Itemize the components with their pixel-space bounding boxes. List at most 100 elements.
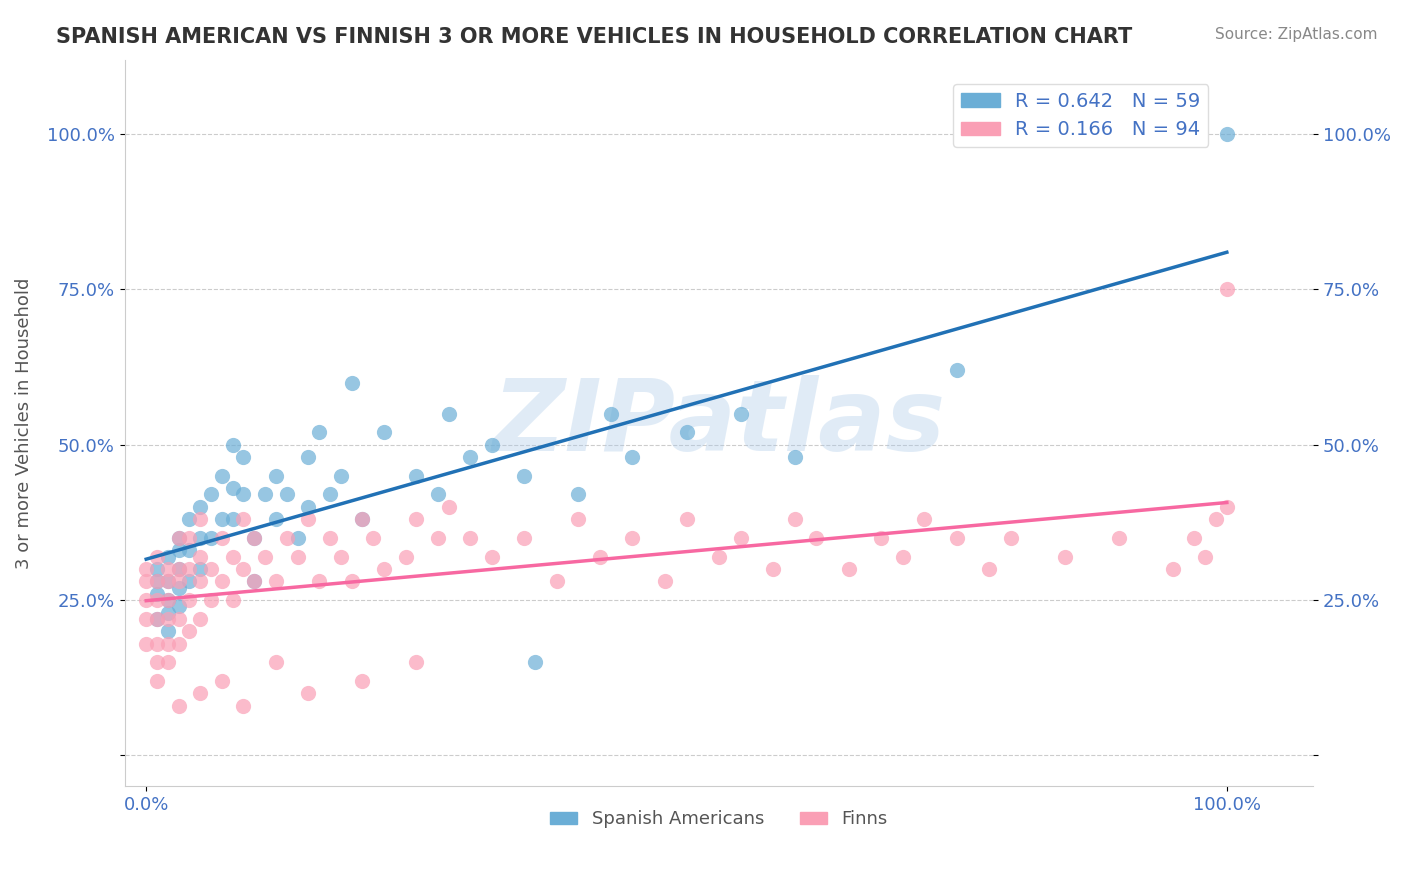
Point — [200, 593, 222, 607]
Point — [405, 468, 427, 483]
Point — [567, 487, 589, 501]
Point — [264, 574, 287, 589]
Point — [654, 574, 676, 589]
Point — [589, 549, 612, 564]
Point — [146, 593, 169, 607]
Point — [621, 531, 644, 545]
Point — [427, 531, 450, 545]
Point — [167, 531, 190, 545]
Point — [179, 574, 201, 589]
Point — [513, 468, 536, 483]
Point — [264, 512, 287, 526]
Point — [243, 574, 266, 589]
Point — [437, 500, 460, 514]
Point — [287, 549, 309, 564]
Point — [599, 407, 621, 421]
Point — [156, 655, 179, 669]
Point — [945, 363, 967, 377]
Point — [156, 637, 179, 651]
Point — [221, 481, 243, 495]
Point — [167, 574, 190, 589]
Point — [179, 624, 201, 639]
Text: ZIPatlas: ZIPatlas — [492, 375, 945, 472]
Point — [188, 686, 211, 700]
Point — [352, 673, 374, 688]
Point — [405, 512, 427, 526]
Point — [179, 512, 201, 526]
Point — [297, 500, 319, 514]
Point — [340, 376, 363, 390]
Point — [675, 425, 697, 440]
Point — [783, 512, 806, 526]
Point — [146, 574, 169, 589]
Point — [156, 593, 179, 607]
Point — [329, 549, 352, 564]
Point — [1194, 549, 1216, 564]
Point — [891, 549, 914, 564]
Point — [1161, 562, 1184, 576]
Point — [146, 637, 169, 651]
Point — [427, 487, 450, 501]
Point — [167, 599, 190, 614]
Point — [200, 531, 222, 545]
Point — [135, 574, 157, 589]
Point — [179, 531, 201, 545]
Point — [167, 531, 190, 545]
Point — [977, 562, 1000, 576]
Point — [806, 531, 828, 545]
Point — [308, 425, 330, 440]
Point — [340, 574, 363, 589]
Point — [308, 574, 330, 589]
Point — [1184, 531, 1206, 545]
Point — [394, 549, 416, 564]
Point — [707, 549, 730, 564]
Point — [319, 487, 342, 501]
Point — [211, 673, 233, 688]
Point — [912, 512, 935, 526]
Point — [460, 450, 482, 465]
Point — [167, 562, 190, 576]
Point — [373, 425, 395, 440]
Point — [546, 574, 568, 589]
Point — [243, 574, 266, 589]
Point — [730, 407, 752, 421]
Point — [179, 543, 201, 558]
Point — [188, 574, 211, 589]
Point — [179, 562, 201, 576]
Point — [838, 562, 860, 576]
Point — [675, 512, 697, 526]
Point — [287, 531, 309, 545]
Point — [1205, 512, 1227, 526]
Point — [783, 450, 806, 465]
Point — [870, 531, 893, 545]
Point — [319, 531, 342, 545]
Point — [405, 655, 427, 669]
Point — [352, 512, 374, 526]
Point — [1000, 531, 1022, 545]
Point — [146, 673, 169, 688]
Y-axis label: 3 or more Vehicles in Household: 3 or more Vehicles in Household — [15, 277, 32, 569]
Point — [146, 612, 169, 626]
Point — [156, 562, 179, 576]
Point — [200, 487, 222, 501]
Point — [762, 562, 785, 576]
Point — [361, 531, 384, 545]
Point — [1053, 549, 1076, 564]
Point — [188, 531, 211, 545]
Point — [188, 512, 211, 526]
Point — [146, 562, 169, 576]
Point — [243, 531, 266, 545]
Point — [146, 587, 169, 601]
Point — [481, 438, 503, 452]
Point — [221, 593, 243, 607]
Text: Source: ZipAtlas.com: Source: ZipAtlas.com — [1215, 27, 1378, 42]
Point — [156, 574, 179, 589]
Point — [1108, 531, 1130, 545]
Point — [167, 698, 190, 713]
Point — [211, 512, 233, 526]
Point — [167, 612, 190, 626]
Point — [146, 655, 169, 669]
Point — [167, 543, 190, 558]
Point — [188, 500, 211, 514]
Point — [156, 624, 179, 639]
